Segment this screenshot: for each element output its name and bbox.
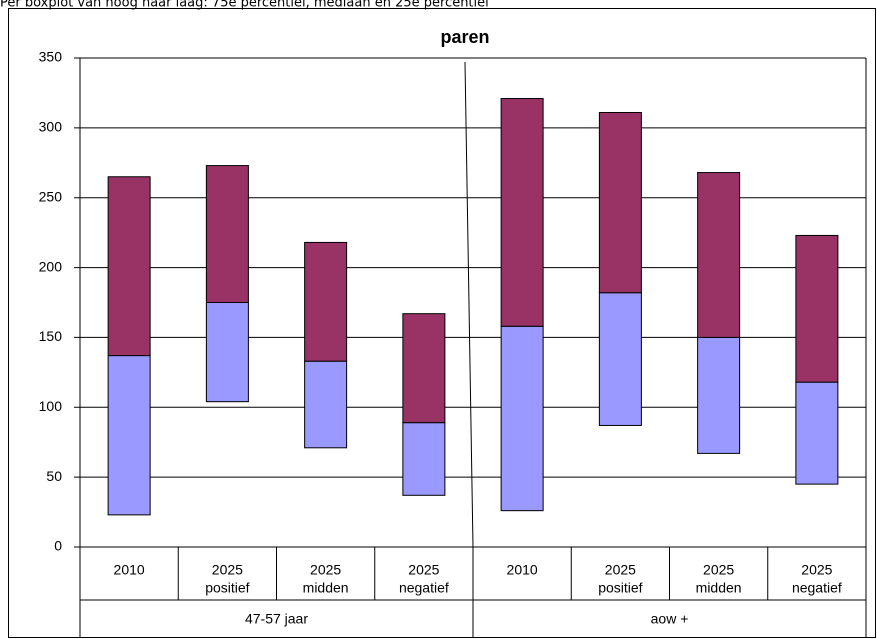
- x-tick-label: 2025: [801, 562, 832, 578]
- y-tick-label: 300: [39, 119, 63, 135]
- x-tick-label: 2025: [605, 562, 636, 578]
- box-upper: [304, 241, 348, 362]
- box-upper: [107, 176, 151, 357]
- x-tick-label: positief: [205, 580, 249, 596]
- box-lower: [795, 381, 839, 485]
- y-tick-label: 350: [39, 49, 63, 65]
- x-tick-label: 2025: [703, 562, 734, 578]
- y-tick-label: 100: [39, 398, 63, 414]
- box-lower: [107, 355, 151, 516]
- x-tick-label: negatief: [399, 580, 449, 596]
- box-lower: [304, 360, 348, 449]
- x-tick-label: 2010: [114, 562, 145, 578]
- x-tick-label: negatief: [792, 580, 842, 596]
- box-lower: [205, 302, 249, 403]
- box-lower: [598, 292, 642, 426]
- x-tick-label: midden: [696, 580, 742, 596]
- x-tick-label: 2025: [310, 562, 341, 578]
- x-tick-label: 2010: [507, 562, 538, 578]
- y-tick-label: 200: [39, 258, 63, 274]
- y-tick-label: 250: [39, 188, 63, 204]
- chart-frame: [8, 8, 876, 638]
- box-lower: [697, 336, 741, 454]
- x-tick-label: midden: [303, 580, 349, 596]
- box-upper: [402, 313, 446, 424]
- group-divider: [464, 61, 474, 548]
- box-upper: [205, 165, 249, 303]
- box-lower: [500, 325, 544, 512]
- box-upper: [795, 234, 839, 383]
- y-tick-label: 150: [39, 328, 63, 344]
- y-tick-label: 0: [54, 538, 62, 554]
- group-label: 47-57 jaar: [245, 611, 308, 627]
- box-lower: [402, 422, 446, 496]
- y-tick-label: 50: [46, 468, 62, 484]
- chart-title: paren: [440, 27, 489, 47]
- x-tick-label: 2025: [212, 562, 243, 578]
- group-label: aow +: [651, 611, 689, 627]
- box-upper: [598, 111, 642, 294]
- caption: Per boxplot van hoog naar laag: 75e perc…: [0, 0, 489, 11]
- x-tick-label: 2025: [408, 562, 439, 578]
- box-upper: [500, 98, 544, 327]
- x-tick-label: positief: [598, 580, 642, 596]
- box-upper: [697, 172, 741, 338]
